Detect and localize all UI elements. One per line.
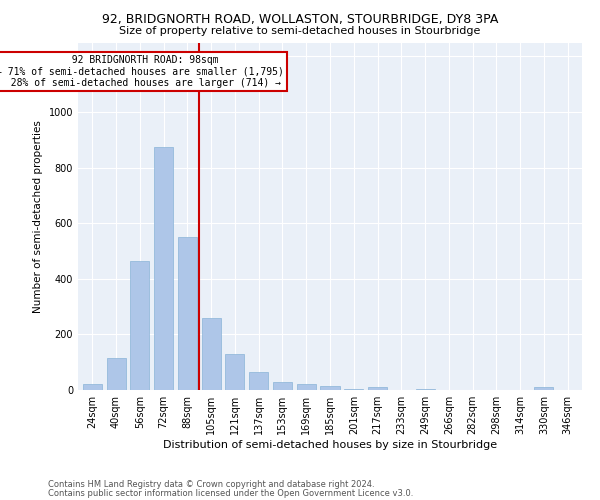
Text: 92, BRIDGNORTH ROAD, WOLLASTON, STOURBRIDGE, DY8 3PA: 92, BRIDGNORTH ROAD, WOLLASTON, STOURBRI…: [102, 12, 498, 26]
Bar: [83, 384, 102, 390]
Bar: [178, 237, 197, 390]
X-axis label: Distribution of semi-detached houses by size in Stourbridge: Distribution of semi-detached houses by …: [163, 440, 497, 450]
Bar: [535, 387, 553, 390]
Bar: [368, 386, 387, 390]
Bar: [249, 372, 268, 390]
Bar: [202, 318, 221, 390]
Bar: [416, 388, 434, 390]
Text: Contains HM Land Registry data © Crown copyright and database right 2024.: Contains HM Land Registry data © Crown c…: [48, 480, 374, 489]
Y-axis label: Number of semi-detached properties: Number of semi-detached properties: [33, 120, 43, 312]
Bar: [297, 384, 316, 390]
Bar: [273, 382, 292, 390]
Text: Contains public sector information licensed under the Open Government Licence v3: Contains public sector information licen…: [48, 488, 413, 498]
Bar: [226, 354, 244, 390]
Bar: [344, 388, 363, 390]
Bar: [154, 147, 173, 390]
Bar: [130, 260, 149, 390]
Text: Size of property relative to semi-detached houses in Stourbridge: Size of property relative to semi-detach…: [119, 26, 481, 36]
Text: 92 BRIDGNORTH ROAD: 98sqm
← 71% of semi-detached houses are smaller (1,795)
  28: 92 BRIDGNORTH ROAD: 98sqm ← 71% of semi-…: [0, 55, 284, 88]
Bar: [107, 358, 125, 390]
Bar: [320, 386, 340, 390]
